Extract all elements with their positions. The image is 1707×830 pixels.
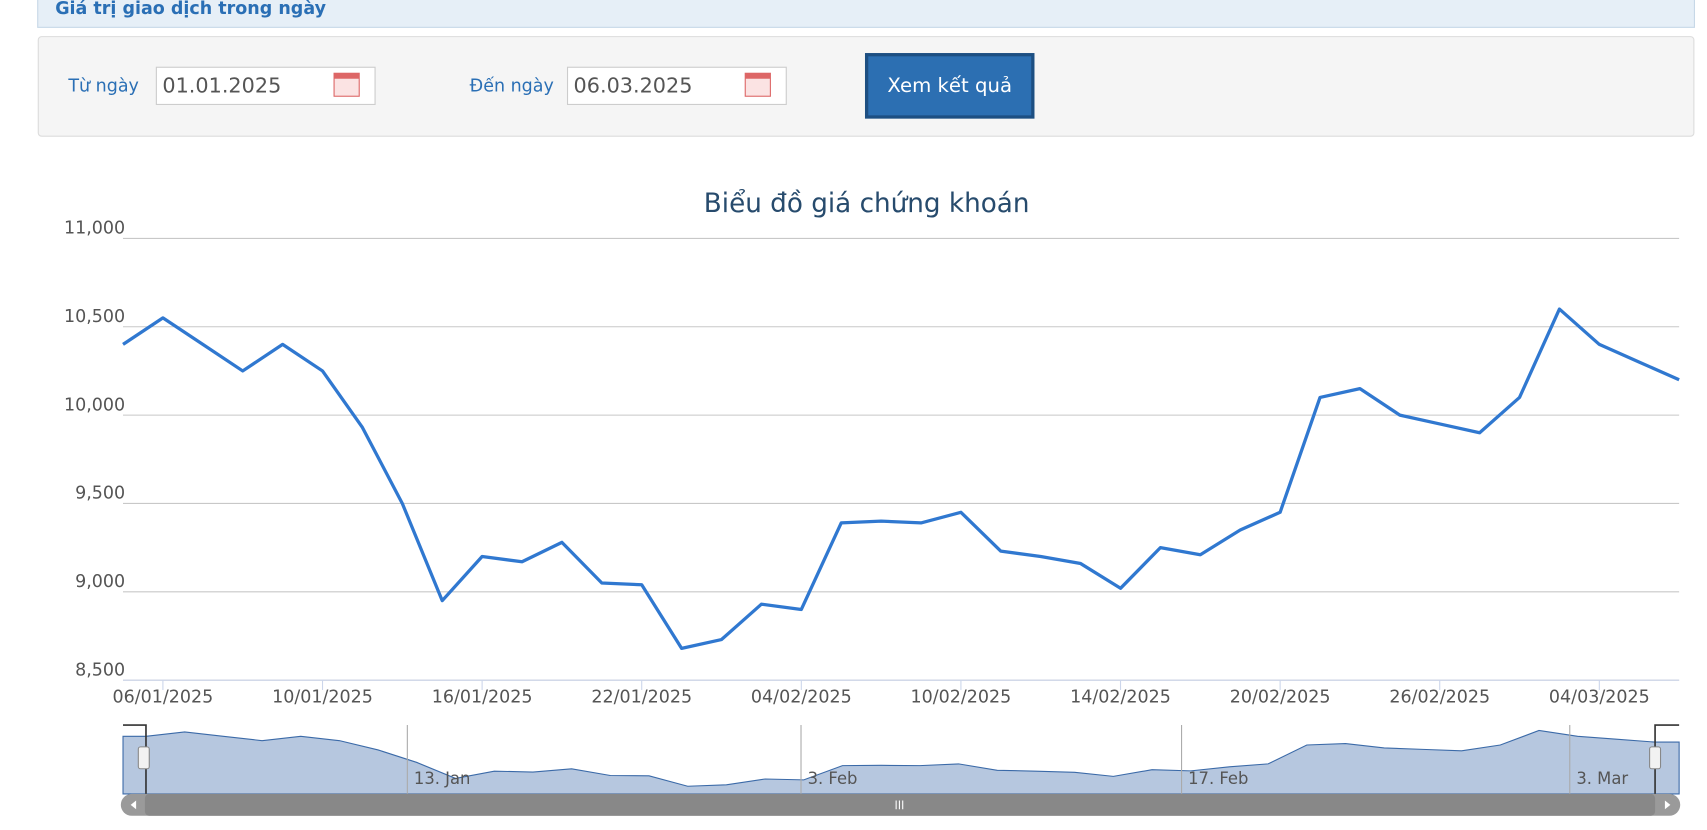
x-tick-label: 14/02/2025: [1070, 688, 1171, 708]
calendar-icon[interactable]: [333, 72, 360, 97]
icon-top[interactable]: [745, 73, 771, 79]
price-line: [122, 307, 1680, 651]
navigator-label: 3. Mar: [1576, 769, 1628, 788]
from-value[interactable]: 01.01.2025: [162, 73, 281, 97]
from-label: Từ ngày: [67, 76, 139, 96]
navigator-label: 3. Feb: [808, 769, 858, 788]
x-tick-label: 10/02/2025: [911, 688, 1012, 708]
navigator-handle[interactable]: [137, 746, 150, 770]
y-tick-label: 9,000: [75, 572, 125, 592]
x-tick-label: 22/01/2025: [591, 688, 692, 708]
y-tick-label: 11,000: [64, 219, 125, 239]
x-tick-label: 16/01/2025: [432, 688, 533, 708]
scrollbar-right-arrow[interactable]: [1664, 800, 1671, 810]
navigator-label: 13. Jan: [414, 769, 471, 788]
icon-top[interactable]: [334, 73, 360, 79]
to-label: Đến ngày: [470, 75, 554, 96]
to-input[interactable]: 06.03.2025: [566, 66, 787, 105]
calendar-icon[interactable]: [744, 72, 771, 97]
chart-title: Biểu đồ giá chứng khoán: [704, 188, 1030, 219]
navigator-handle[interactable]: [1649, 746, 1662, 770]
y-tick-label: 8,500: [75, 660, 125, 680]
scrollbar-left-arrow[interactable]: [130, 800, 137, 810]
from-input[interactable]: 01.01.2025: [155, 66, 376, 105]
scrollbar-grip: [895, 800, 904, 810]
x-tick-label: 06/01/2025: [113, 688, 214, 708]
navigator-area: [122, 729, 1680, 795]
submit-button[interactable]: [864, 53, 1035, 119]
to-value[interactable]: 06.03.2025: [574, 73, 693, 97]
x-tick-label: 04/03/2025: [1549, 688, 1650, 708]
submit-label[interactable]: Xem kết quả: [887, 74, 1012, 97]
header-bar: [37, 0, 1695, 28]
y-tick-label: 9,500: [75, 484, 125, 504]
x-tick-label: 20/02/2025: [1230, 688, 1331, 708]
header-title: Giá trị giao dịch trong ngày: [55, 0, 326, 19]
y-tick-label: 10,000: [64, 395, 125, 415]
navigator-outline: [123, 724, 1680, 794]
navigator-label: 17. Feb: [1188, 769, 1248, 788]
x-tick-label: 26/02/2025: [1389, 688, 1490, 708]
x-tick-label: 04/02/2025: [751, 688, 852, 708]
y-tick-label: 10,500: [64, 307, 125, 327]
x-tick-label: 10/01/2025: [272, 688, 373, 708]
